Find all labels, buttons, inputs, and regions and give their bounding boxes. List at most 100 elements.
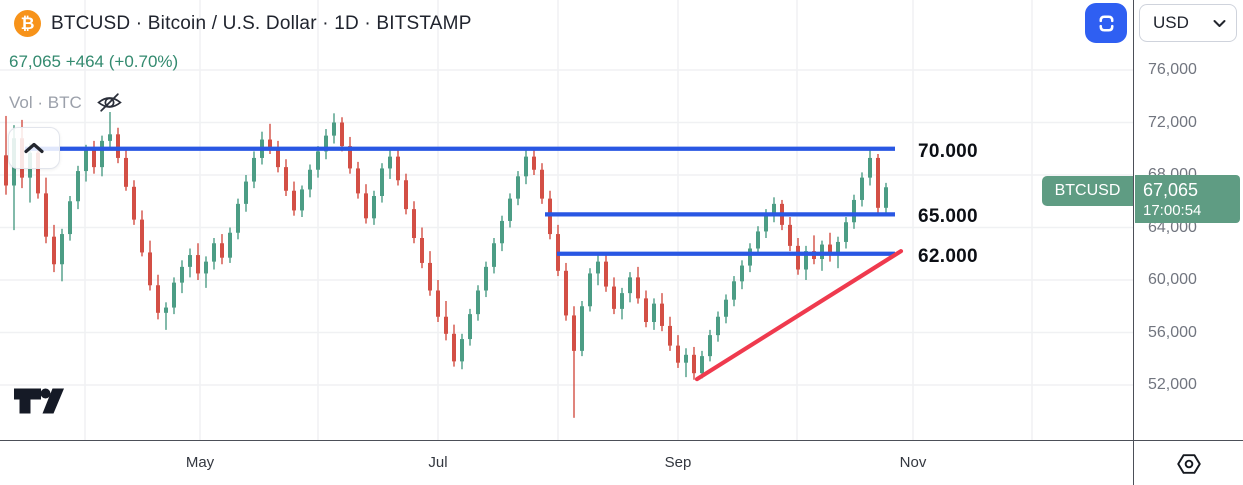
volume-legend-label[interactable]: Vol · BTC	[9, 92, 82, 112]
candle-body	[372, 196, 376, 219]
candle-body	[588, 273, 592, 307]
candle-body	[492, 243, 496, 267]
screenshot-frame-button[interactable]	[1085, 3, 1127, 43]
time-axis[interactable]: May Jul Sep Nov	[0, 440, 1133, 485]
symbol-price-tag: BTCUSD	[1042, 176, 1133, 206]
candle-body	[428, 262, 432, 291]
candle-body	[84, 150, 88, 172]
candle-body	[148, 252, 152, 286]
level-price-label: 65.000	[918, 206, 978, 228]
price-axis-label: 72,000	[1148, 113, 1197, 131]
candle-body	[420, 238, 424, 263]
candle-body	[668, 325, 672, 346]
candle-body	[236, 203, 240, 233]
candle-body	[380, 168, 384, 196]
last-price-change: 67,065 +464 (+0.70%)	[9, 52, 179, 71]
candle-body	[508, 198, 512, 221]
candle-body	[772, 203, 776, 215]
candle-body	[124, 157, 128, 187]
candle-body	[404, 180, 408, 210]
candle-body	[452, 333, 456, 362]
price-axis-label: 56,000	[1148, 323, 1197, 341]
frame-brackets-icon	[1095, 12, 1118, 35]
candle-body	[692, 354, 696, 374]
candle-body	[468, 314, 472, 340]
candle-body	[396, 156, 400, 181]
candle-body	[700, 356, 704, 374]
trendline[interactable]	[694, 249, 904, 382]
candle-body	[332, 122, 336, 136]
candle-body	[132, 186, 136, 220]
candle-body	[628, 277, 632, 294]
candle-body	[532, 156, 536, 170]
candle-body	[572, 315, 576, 351]
last-price-tag: 67,065 17:00:54	[1135, 175, 1240, 223]
volume-legend-row: Vol · BTC	[9, 89, 123, 116]
candle-body	[292, 190, 296, 211]
collapse-legend-button[interactable]	[8, 127, 60, 169]
candle-body	[876, 157, 880, 208]
candle-body	[36, 152, 40, 194]
symbol-title[interactable]: BTCUSD · Bitcoin / U.S. Dollar · 1D · BI…	[51, 12, 472, 34]
candle-body	[164, 307, 168, 313]
bitcoin-icon: ₿	[14, 10, 41, 37]
candle-body	[868, 157, 872, 178]
candle-body	[44, 193, 48, 237]
candle-body	[196, 255, 200, 274]
candle-body	[340, 122, 344, 147]
candle-body	[444, 316, 448, 334]
eye-slash-icon[interactable]	[96, 89, 123, 116]
candle-body	[172, 282, 176, 308]
candle-body	[756, 231, 760, 249]
candle-body	[852, 199, 856, 223]
candle-body	[724, 299, 728, 317]
price-axis-label: 60,000	[1148, 271, 1197, 288]
currency-dropdown[interactable]: USD	[1139, 4, 1237, 42]
candle-body	[4, 155, 8, 186]
candle-body	[116, 134, 120, 158]
candle-body	[356, 168, 360, 194]
candle-body	[708, 335, 712, 357]
candle-body	[828, 244, 832, 256]
candle-body	[596, 261, 600, 274]
candle-body	[60, 234, 64, 265]
candle-body	[516, 176, 520, 199]
last-price-time: 17:00:54	[1143, 201, 1202, 219]
candle-body	[636, 277, 640, 299]
candle-body	[52, 236, 56, 265]
candle-body	[100, 140, 104, 168]
candle-body	[244, 181, 248, 204]
candle-body	[844, 222, 848, 242]
chart-header: ₿ BTCUSD · Bitcoin / U.S. Dollar · 1D · …	[14, 10, 472, 37]
candle-body	[748, 248, 752, 266]
candle-body	[660, 303, 664, 326]
candle-body	[684, 354, 688, 363]
candle-body	[524, 156, 528, 177]
chevron-up-icon	[23, 142, 45, 154]
candle-body	[460, 339, 464, 362]
candle-body	[644, 298, 648, 322]
candle-body	[180, 266, 184, 283]
candle-body	[788, 224, 792, 246]
candle-body	[860, 177, 864, 200]
candle-body	[740, 265, 744, 282]
chart-area[interactable]	[0, 0, 1133, 440]
candle-body	[884, 187, 888, 208]
candle-body	[580, 306, 584, 351]
candle-body	[476, 290, 480, 315]
candle-body	[348, 146, 352, 169]
candle-body	[652, 303, 656, 322]
candle-body	[268, 139, 272, 148]
time-axis-label: Jul	[428, 454, 448, 471]
hexagon-settings-icon[interactable]	[1175, 450, 1203, 478]
candle-body	[764, 214, 768, 232]
time-axis-label: Nov	[899, 454, 927, 471]
tradingview-logo[interactable]	[14, 388, 64, 419]
price-axis-label: 52,000	[1148, 376, 1197, 393]
candle-body	[212, 243, 216, 262]
axis-settings-corner[interactable]	[1133, 440, 1243, 485]
candle-body	[612, 286, 616, 309]
candle-body	[804, 251, 808, 270]
level-price-label: 62.000	[918, 245, 978, 267]
candle-body	[188, 255, 192, 267]
